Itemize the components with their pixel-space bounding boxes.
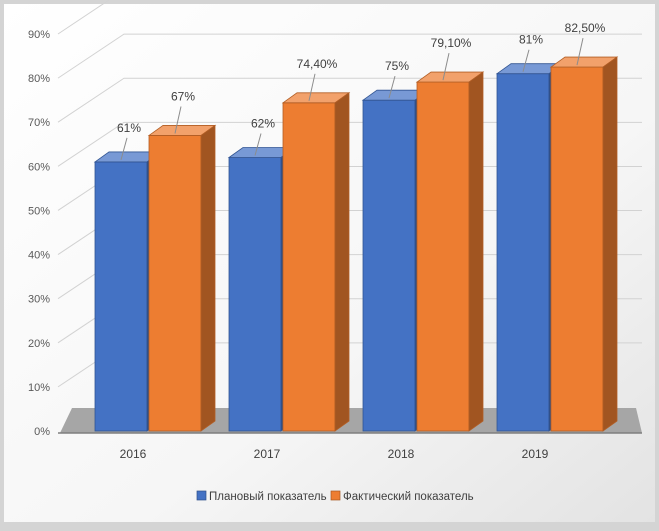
legend: Плановый показатель Фактический показател… [196, 490, 474, 503]
data-label: 67% [171, 89, 195, 103]
data-labels: 61% 67% 62% 74,40% 75% 79,10% 81% 82,50% [117, 21, 606, 161]
bar [281, 92, 351, 432]
gridline [57, 33, 642, 79]
y-axis-ticks: 0% 10% 20% 30% 40% 50% 60% 70% 80% 90% [28, 29, 50, 438]
data-label-leader [442, 52, 450, 81]
y-tick-label: 90% [28, 29, 50, 41]
data-label: 82,50% [565, 21, 606, 35]
y-tick-label: 60% [28, 161, 50, 173]
y-tick-label: 20% [28, 338, 50, 350]
y-tick-label: 30% [28, 294, 50, 306]
gridline [57, 0, 110, 35]
legend-item: Фактический показатель [330, 490, 474, 503]
data-label-leader [308, 73, 316, 101]
data-label: 61% [117, 121, 141, 135]
data-label-leader [120, 137, 128, 161]
y-tick-label: 50% [28, 205, 50, 217]
bar [147, 124, 217, 432]
data-label: 81% [519, 33, 543, 47]
x-tick-label: 2017 [254, 447, 281, 461]
x-tick-label: 2019 [522, 447, 549, 461]
y-tick-label: 40% [28, 250, 50, 262]
y-tick-label: 0% [34, 426, 50, 438]
legend-item: Плановый показатель [196, 490, 327, 503]
data-label-leader [522, 49, 530, 72]
legend-swatch [330, 490, 341, 501]
legend-label: Плановый показатель [209, 491, 327, 503]
data-label: 75% [385, 59, 409, 73]
x-tick-label: 2018 [388, 447, 415, 461]
y-tick-label: 80% [28, 73, 50, 85]
x-tick-label: 2016 [120, 447, 147, 461]
data-label-leader [254, 133, 262, 156]
x-axis-ticks: 2016 2017 2018 2019 [120, 447, 549, 461]
data-label: 74,40% [297, 57, 338, 71]
data-label: 79,10% [431, 36, 472, 50]
data-label: 62% [251, 117, 275, 131]
legend-swatch [196, 490, 207, 501]
y-tick-label: 10% [28, 382, 50, 394]
data-label-leader [388, 76, 396, 99]
bars [93, 56, 619, 432]
data-label-leader [576, 37, 584, 66]
legend-label: Фактический показатель [343, 491, 474, 503]
y-tick-label: 70% [28, 117, 50, 129]
bar [549, 56, 619, 432]
bar [415, 71, 485, 432]
data-label-leader [174, 106, 182, 134]
